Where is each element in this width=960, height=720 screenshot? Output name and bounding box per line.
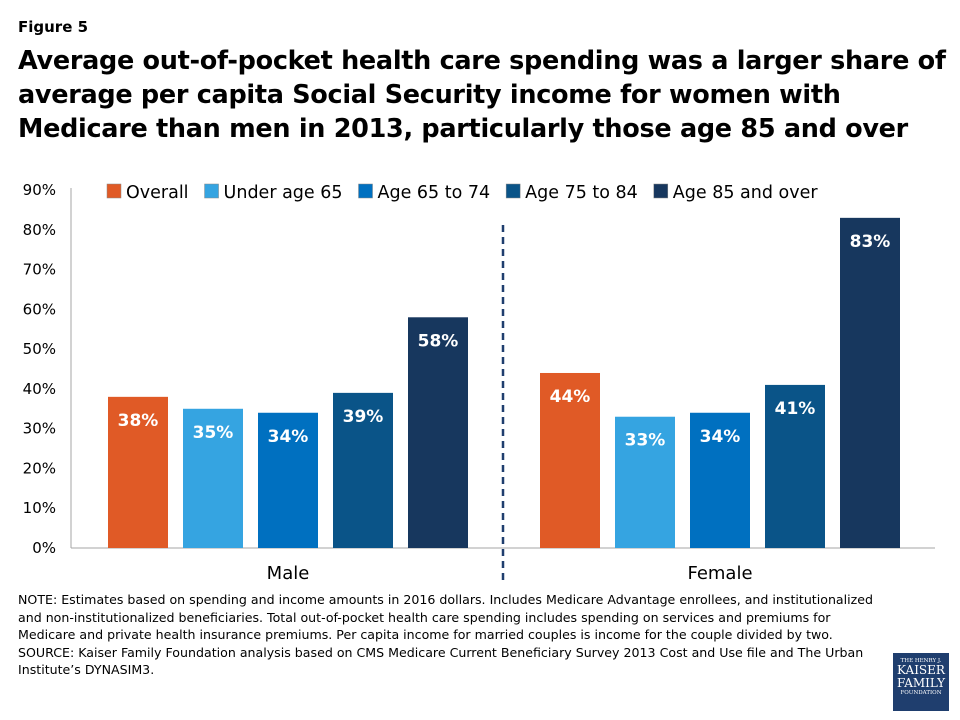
- data-label: 38%: [118, 411, 159, 431]
- source-text: SOURCE: Kaiser Family Foundation analysi…: [18, 644, 864, 678]
- data-label: 39%: [343, 407, 384, 427]
- bar-chart: 0% 10% 20% 30% 40% 50% 60% 70% 80% 90% 38% 35% 34% 39…: [23, 181, 935, 584]
- y-tick-label: 20%: [23, 459, 56, 477]
- data-label: 83%: [850, 232, 891, 252]
- bar: [333, 392, 393, 548]
- bar: [690, 412, 750, 548]
- y-tick-label: 70%: [23, 261, 56, 279]
- legend-label: Age 75 to 84: [525, 183, 638, 203]
- y-tick-label: 30%: [23, 420, 56, 438]
- chart-title: Average out-of-pocket health care spendi…: [18, 46, 946, 144]
- y-tick-label: 50%: [23, 340, 56, 358]
- kff-logo: THE HENRY J. KAISER FAMILY FOUNDATION: [893, 653, 949, 711]
- data-label: 34%: [700, 427, 741, 447]
- y-tick-label: 0%: [32, 539, 56, 557]
- bar: [840, 217, 900, 548]
- x-category-label: Female: [687, 563, 752, 584]
- data-label: 41%: [775, 399, 816, 419]
- bar: [108, 396, 168, 548]
- y-tick-label: 90%: [23, 181, 56, 199]
- legend-label: Age 85 and over: [673, 183, 819, 203]
- y-tick-label: 10%: [23, 499, 56, 517]
- legend-swatch: [505, 183, 521, 199]
- y-tick-label: 80%: [23, 221, 56, 239]
- data-label: 44%: [550, 387, 591, 407]
- legend-swatch: [653, 183, 669, 199]
- legend-swatch: [358, 183, 373, 199]
- bar: [408, 317, 468, 548]
- notes: NOTE: Estimates based on spending and in…: [18, 591, 878, 679]
- legend-swatch: [106, 183, 122, 199]
- bar: [765, 384, 825, 548]
- data-label: 35%: [193, 423, 234, 443]
- data-label: 34%: [268, 427, 309, 447]
- legend-swatch: [204, 183, 219, 199]
- x-category-label: Male: [267, 563, 310, 584]
- bar: [183, 408, 243, 548]
- data-label: 33%: [625, 431, 666, 451]
- y-tick-label: 60%: [23, 300, 56, 318]
- y-tick-label: 40%: [23, 380, 56, 398]
- legend-label: Overall: [126, 183, 189, 203]
- data-label: 58%: [418, 331, 459, 351]
- note-text: NOTE: Estimates based on spending and in…: [18, 592, 873, 642]
- legend-label: Under age 65: [224, 183, 343, 203]
- bar: [615, 416, 675, 548]
- figure-label: Figure 5: [18, 18, 89, 36]
- legend-label: Age 65 to 74: [378, 183, 491, 203]
- bar: [540, 372, 600, 548]
- bar: [258, 412, 318, 548]
